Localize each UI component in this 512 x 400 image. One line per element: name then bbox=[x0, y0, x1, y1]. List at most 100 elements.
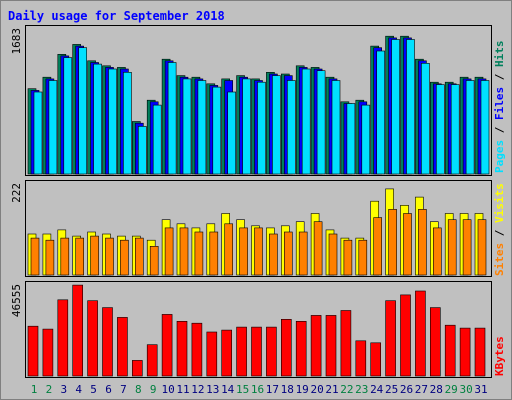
x-tick-label-day-8: 8 bbox=[135, 383, 142, 396]
bar-pages-day-29 bbox=[450, 84, 460, 175]
bar-sites-day-4 bbox=[75, 237, 84, 276]
bar-kbytes-day-4 bbox=[72, 284, 83, 377]
bar-pages-day-5 bbox=[93, 63, 102, 175]
ymax-label-kbytes: 46555 bbox=[10, 284, 23, 317]
bar-kbytes-day-28 bbox=[429, 307, 441, 377]
x-tick-label-day-25: 25 bbox=[385, 383, 398, 396]
x-tick-label-day-10: 10 bbox=[161, 383, 174, 396]
x-tick-label-day-9: 9 bbox=[150, 383, 157, 396]
x-tick-label-day-19: 19 bbox=[296, 383, 309, 396]
bar-sites-day-28 bbox=[432, 227, 442, 276]
x-tick-label-day-31: 31 bbox=[474, 383, 487, 396]
bar-sites-day-18 bbox=[283, 231, 293, 276]
x-tick-label-day-30: 30 bbox=[459, 383, 472, 396]
bar-pages-day-9 bbox=[152, 104, 162, 175]
bar-pages-day-26 bbox=[406, 39, 415, 175]
bar-pages-day-20 bbox=[316, 70, 326, 175]
bar-kbytes-day-9 bbox=[146, 344, 158, 377]
bar-sites-day-9 bbox=[149, 246, 159, 276]
bar-sites-day-30 bbox=[462, 219, 472, 276]
bar-sites-day-8 bbox=[135, 237, 144, 276]
x-tick-label-day-28: 28 bbox=[430, 383, 443, 396]
bar-pages-day-3 bbox=[63, 57, 73, 175]
bar-kbytes-day-6 bbox=[102, 307, 113, 377]
bar-sites-day-7 bbox=[120, 239, 129, 276]
bar-kbytes-day-21 bbox=[325, 315, 337, 377]
bar-pages-day-18 bbox=[286, 80, 296, 175]
bar-pages-day-19 bbox=[301, 68, 311, 175]
bar-sites-day-24 bbox=[373, 217, 383, 276]
bar-sites-day-20 bbox=[313, 221, 323, 276]
bar-pages-day-17 bbox=[272, 75, 281, 175]
x-tick-label-day-18: 18 bbox=[281, 383, 294, 396]
legend-pages: Pages bbox=[493, 140, 506, 173]
svg-text:Pages / Files / Hits: Pages / Files / Hits bbox=[493, 41, 506, 174]
bar-kbytes-day-29 bbox=[444, 324, 456, 377]
x-tick-label-day-14: 14 bbox=[221, 383, 235, 396]
chart-title: Daily usage for September 2018 bbox=[8, 9, 225, 23]
bar-sites-day-31 bbox=[477, 219, 487, 276]
ymax-label-visits: 222 bbox=[10, 183, 23, 203]
legend-sites: Sites bbox=[493, 243, 506, 276]
x-tick-label-day-20: 20 bbox=[310, 383, 323, 396]
bar-sites-day-2 bbox=[45, 239, 55, 276]
bar-pages-day-13 bbox=[212, 86, 222, 175]
bar-kbytes-day-10 bbox=[161, 314, 173, 377]
bar-sites-day-16 bbox=[254, 227, 263, 276]
bar-kbytes-day-17 bbox=[266, 326, 277, 377]
bar-kbytes-day-3 bbox=[57, 299, 69, 377]
bar-pages-day-27 bbox=[421, 62, 430, 175]
bar-kbytes-day-23 bbox=[355, 340, 367, 377]
legend-hits-panel: Pages / Files / Hits bbox=[493, 41, 506, 174]
bar-kbytes-day-26 bbox=[400, 294, 411, 377]
bars-layer bbox=[27, 35, 490, 377]
bar-kbytes-day-20 bbox=[310, 315, 322, 377]
bar-pages-day-7 bbox=[123, 72, 132, 175]
bar-pages-day-8 bbox=[138, 126, 147, 175]
bar-kbytes-day-22 bbox=[340, 310, 352, 377]
bar-pages-day-11 bbox=[182, 78, 192, 175]
legend-visits-panel: Sites / Visits bbox=[493, 183, 506, 276]
x-tick-label-day-4: 4 bbox=[75, 383, 82, 396]
bar-sites-day-11 bbox=[179, 227, 189, 276]
bar-sites-day-10 bbox=[164, 227, 174, 276]
bar-pages-day-14 bbox=[227, 91, 236, 175]
bar-sites-day-14 bbox=[224, 223, 233, 276]
x-axis-labels: 1 2 3 4 5 6 7 8 9 10 11 12 13 14 15 16 17 18 19 20 21 22 23 24 2… bbox=[31, 383, 488, 396]
x-tick-label-day-17: 17 bbox=[266, 383, 279, 396]
bar-kbytes-day-24 bbox=[370, 342, 382, 377]
bar-sites-day-13 bbox=[209, 231, 219, 276]
bar-sites-day-26 bbox=[403, 213, 412, 276]
legend-files: Files bbox=[493, 87, 506, 120]
bar-sites-day-17 bbox=[269, 233, 278, 276]
bar-kbytes-day-5 bbox=[87, 300, 98, 377]
legend-hits: Hits bbox=[493, 41, 506, 68]
bar-kbytes-day-27 bbox=[415, 290, 426, 377]
svg-text:Sites / Visits: Sites / Visits bbox=[493, 183, 506, 276]
bar-pages-day-30 bbox=[465, 80, 475, 175]
bar-kbytes-day-13 bbox=[206, 331, 218, 377]
x-tick-label-day-22: 22 bbox=[340, 383, 353, 396]
bar-sites-day-3 bbox=[60, 237, 70, 276]
bar-kbytes-day-25 bbox=[385, 300, 396, 377]
bar-pages-day-21 bbox=[331, 80, 341, 175]
bar-kbytes-day-15 bbox=[236, 326, 247, 377]
x-tick-label-day-27: 27 bbox=[415, 383, 428, 396]
bar-pages-day-25 bbox=[391, 39, 400, 175]
x-tick-label-day-21: 21 bbox=[325, 383, 338, 396]
bar-kbytes-day-2 bbox=[42, 328, 54, 377]
x-tick-label-day-29: 29 bbox=[445, 383, 458, 396]
bar-pages-day-23 bbox=[361, 104, 371, 175]
x-tick-label-day-24: 24 bbox=[370, 383, 384, 396]
bar-kbytes-day-31 bbox=[474, 327, 486, 377]
legend-visits: Visits bbox=[493, 183, 506, 223]
bar-sites-day-12 bbox=[194, 231, 204, 276]
x-tick-label-day-16: 16 bbox=[251, 383, 264, 396]
x-tick-label-day-7: 7 bbox=[120, 383, 127, 396]
bar-pages-day-15 bbox=[242, 78, 251, 175]
x-tick-label-day-12: 12 bbox=[191, 383, 204, 396]
x-tick-label-day-5: 5 bbox=[90, 383, 97, 396]
bar-kbytes-day-1 bbox=[27, 325, 39, 377]
x-tick-label-day-26: 26 bbox=[400, 383, 413, 396]
